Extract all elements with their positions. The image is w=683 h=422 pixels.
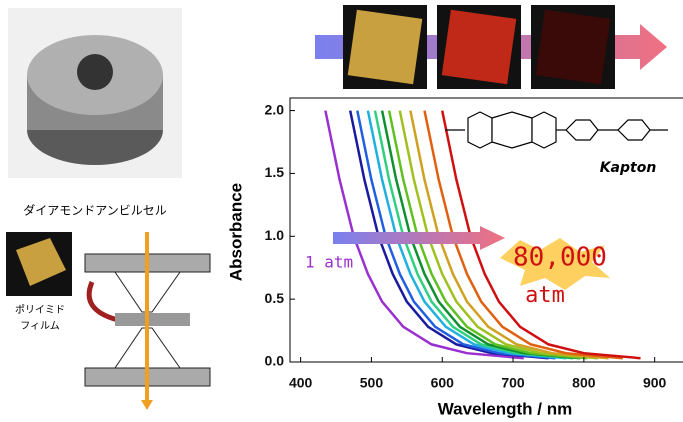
x-axis-label: Wavelength / nm [438,399,572,418]
molecule-name: Kapton [600,160,657,176]
film-arrow [89,282,118,320]
y-tick-label: 1.0 [265,227,285,243]
film-label: フィルム [20,320,60,332]
end-label: atm [525,283,565,308]
x-tick-label: 400 [289,375,313,391]
y-axis-label: Absorbance [226,183,245,281]
y-tick-label: 1.5 [265,164,285,180]
film-label: ポリイミド [15,304,65,316]
x-tick-label: 800 [572,375,596,391]
kapton-structure [445,112,668,148]
x-tick-label: 700 [501,375,525,391]
y-tick-label: 0.5 [265,290,285,306]
cell-label: ダイアモンドアンビルセル [23,203,167,218]
cell-photo [8,8,182,178]
x-tick-label: 500 [360,375,384,391]
y-tick-label: 0.0 [265,353,285,369]
x-tick-label: 600 [431,375,455,391]
x-tick-label: 900 [643,375,667,391]
figure: ダイアモンドアンビルセル ポリイミド フィルム Wavelength / nm … [0,0,683,422]
pressure-photos [315,5,667,89]
anvil-diagram [85,232,210,410]
end-label: 80,000 [513,243,607,273]
start-label: 1 atm [305,253,353,272]
y-tick-label: 2.0 [265,101,285,117]
